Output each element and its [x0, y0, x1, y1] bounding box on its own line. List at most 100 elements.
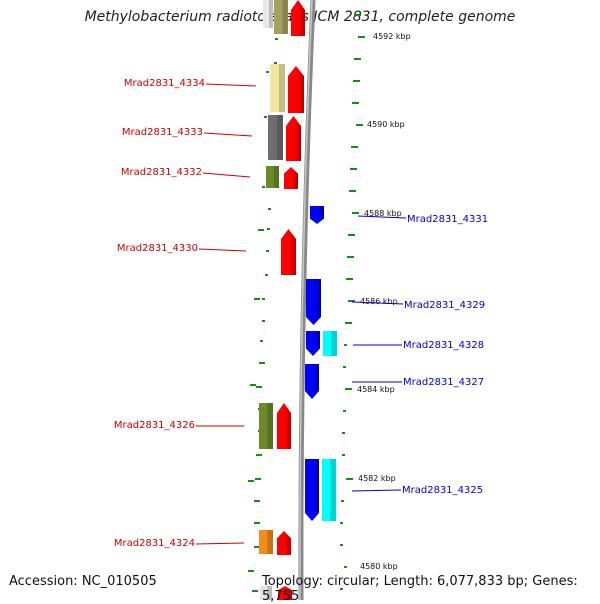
ruler-tick: [354, 14, 361, 16]
cog-box: [266, 166, 279, 188]
ruler-tick: [349, 190, 356, 192]
gene-arrow: [288, 66, 304, 113]
cog-box-shade: [330, 459, 336, 521]
label-leader: [351, 301, 404, 305]
ruler-tick: [345, 322, 352, 324]
ruler-tick: [266, 250, 269, 252]
ruler-label: 4592 kbp: [373, 32, 411, 41]
gene-label: Mrad2831_4324: [114, 538, 195, 549]
ruler-tick: [256, 386, 262, 388]
ruler-tick: [346, 478, 353, 480]
label-leader: [351, 489, 402, 492]
backbone-highlight: [299, 0, 313, 600]
cog-box-shade: [279, 64, 285, 112]
ruler-tick: [258, 229, 264, 231]
ruler-tick: [265, 274, 268, 276]
ruler-tick: [354, 58, 361, 60]
cog-box: [268, 115, 283, 160]
cog-box-shade: [269, 0, 273, 28]
ruler-label: 4590 kbp: [367, 120, 405, 129]
ruler-tick: [254, 298, 260, 300]
label-leader: [202, 172, 251, 178]
gene-arrow: [286, 116, 301, 161]
ruler-tick: [343, 366, 346, 368]
gene-label: Mrad2831_4330: [117, 243, 198, 254]
ruler-tick: [340, 522, 343, 524]
ruler-tick: [340, 588, 343, 590]
cog-box-shade: [267, 403, 273, 449]
ruler-tick: [259, 362, 265, 364]
gene-label: Mrad2831_4325: [402, 485, 483, 496]
cog-box-shade: [273, 166, 279, 188]
cog-box: [259, 530, 273, 554]
ruler-tick: [350, 168, 357, 170]
cog-box: [274, 0, 288, 34]
ruler-tick: [341, 500, 344, 502]
ruler-tick: [343, 410, 346, 412]
gene-label: Mrad2831_4332: [121, 167, 202, 178]
ruler-tick: [342, 432, 345, 434]
ruler-tick: [353, 80, 360, 82]
genome-backbone: [298, 0, 316, 600]
ruler-tick: [262, 186, 265, 188]
label-leader: [195, 542, 245, 545]
gene-arrow: [281, 229, 296, 275]
gene-arrow: [305, 459, 319, 521]
ruler-tick: [264, 116, 267, 118]
ruler-tick: [256, 454, 262, 456]
ruler-tick: [275, 38, 278, 40]
ruler-tick: [268, 208, 271, 210]
ruler-tick: [342, 454, 345, 456]
ruler-tick: [344, 344, 347, 346]
gene-arrow: [305, 364, 319, 399]
gene-label: Mrad2831_4326: [114, 420, 195, 431]
ruler-tick: [252, 590, 258, 592]
ruler-tick: [255, 478, 261, 480]
ruler-tick: [254, 522, 260, 524]
ruler-tick: [352, 212, 359, 214]
ruler-tick: [248, 570, 254, 572]
cog-box-shade: [331, 331, 337, 356]
ruler-tick: [266, 71, 269, 73]
label-leader: [203, 132, 253, 137]
cog-box-shade: [267, 530, 273, 554]
gene-arrow: [277, 403, 291, 449]
ruler-tick: [351, 146, 358, 148]
gene-arrow: [284, 167, 298, 189]
ruler-label: 4582 kbp: [358, 474, 396, 483]
ruler-tick: [254, 500, 260, 502]
cog-box-shade: [282, 0, 288, 34]
gene-label: Mrad2831_4331: [407, 214, 488, 225]
ruler-tick: [358, 36, 365, 38]
cog-box: [322, 459, 336, 521]
ruler-tick: [352, 102, 359, 104]
cog-box: [263, 0, 273, 28]
ruler-tick: [248, 480, 254, 482]
ruler-tick: [262, 320, 265, 322]
cog-box: [270, 64, 285, 112]
ruler-tick: [344, 566, 347, 568]
gene-arrow: [291, 0, 305, 36]
ruler-tick: [348, 234, 355, 236]
ruler-tick: [348, 300, 355, 302]
gene-arrow: [310, 206, 324, 224]
cog-box: [323, 331, 337, 356]
gene-label: Mrad2831_4329: [404, 300, 485, 311]
ruler-tick: [356, 124, 363, 126]
gene-label: Mrad2831_4327: [403, 377, 484, 388]
ruler-tick: [250, 384, 256, 386]
ruler-tick: [267, 228, 270, 230]
ruler-tick: [260, 340, 263, 342]
ruler-tick: [262, 298, 265, 300]
label-leader: [198, 248, 247, 252]
ruler-label: 4588 kbp: [364, 209, 402, 218]
cog-box: [259, 403, 273, 449]
cog-box: [260, 586, 272, 600]
label-leader: [357, 215, 407, 219]
gene-label: Mrad2831_4328: [403, 340, 484, 351]
ruler-tick: [340, 544, 343, 546]
gene-arrow: [306, 331, 320, 356]
gene-arrow: [277, 531, 291, 555]
ruler-tick: [254, 546, 260, 548]
